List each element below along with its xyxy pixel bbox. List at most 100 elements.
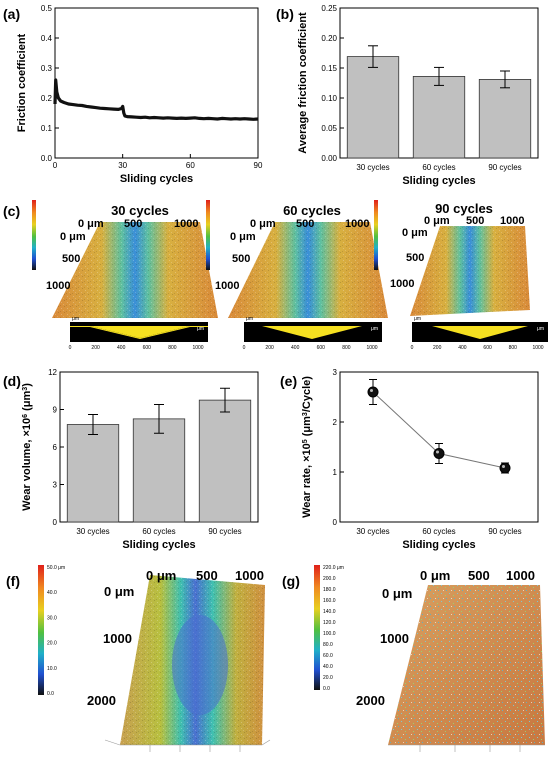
chart-a-series-line [53,78,259,121]
profile-xtick-label: 800 [342,345,351,351]
profile-unit: μm [537,326,544,332]
chart-e-point [499,462,511,474]
map-c1-title: 30 cycles [111,203,169,218]
profile-unit: μm [197,326,204,332]
profile-xtick-label: 1000 [532,345,543,351]
chart-d-ytick-label: 12 [48,368,57,377]
panel-d: (d) 0 3 6 9 12 30 cycles 60 cycles 90 cycles Sli… [3,368,259,551]
chart-d-ytick-label: 6 [53,443,58,452]
chart-a-xtick-label: 90 [254,161,263,170]
panel-f-label: (f) [6,573,20,589]
surface-c2-texture [228,222,388,318]
chart-e-ylabel-sup: 5 [302,439,309,443]
chart-d: 0 3 6 9 12 30 cycles 60 cycles 90 cycles Sliding… [21,368,259,551]
map-c3-top-1: 500 [466,215,484,227]
map-c2-top-1: 500 [296,218,314,230]
profile-xtick-label: 200 [91,345,100,351]
colorbar-g-label: 80.0 [323,642,333,648]
map-g-left-2: 2000 [356,693,385,708]
colorbar-g-labels: 220.0 μm 200.0 180.0 160.0 140.0 120.0 100.0 80… [323,565,344,692]
profile-xtick-label: 400 [117,345,126,351]
profile-xtick-label: 400 [458,345,467,351]
chart-a-ytick-label: 0.2 [41,94,53,103]
chart-d-ytick-label: 0 [53,518,58,527]
chart-e-point-highlight [436,450,439,454]
map-c-60: 60 cycles 0 μm 500 1000 0 μm 500 1000 0 2… [206,200,388,351]
chart-b-ylabel: Average friction coefficient [297,12,309,154]
chart-e-point [433,448,445,459]
map-c1-top-2: 1000 [174,218,198,230]
chart-d-xtick-label: 60 cycles [142,527,175,536]
profile-c2-ticks: 0 200 400 600 800 1000 μm μm [243,316,378,351]
profile-xtick-label: 0 [243,345,246,351]
map-c3-top-0: 0 μm [424,215,450,227]
profile-c2-curve [244,326,382,339]
map-c-90: 90 cycles 0 μm 500 1000 0 μm 500 1000 0 2… [374,200,548,351]
chart-b: 0.00 0.05 0.10 0.15 0.20 0.25 30 cycles 60 cycl… [297,4,539,187]
chart-a-xtick-label: 0 [53,161,58,170]
chart-b-ytick-label: 0.10 [321,94,337,103]
surface-g-texture [388,585,545,745]
profile-c3-ticks: 0 200 400 600 800 1000 μm μm [411,316,544,351]
colorbar-g-label: 220.0 μm [323,565,344,571]
colorbar-g-label: 180.0 [323,587,336,593]
map-g-left-0: 0 μm [382,586,412,601]
map-g-left-1: 1000 [380,631,409,646]
colorbar-g-label: 20.0 [323,675,333,681]
chart-d-ylabel-unit-sup: 3 [22,387,29,391]
panel-g: (g) 220.0 μm 200.0 180.0 160.0 140.0 120.0 100… [282,565,545,752]
surface-f-grid [104,739,121,746]
colorbar-g-label: 120.0 [323,620,336,626]
profile-xtick-label: 200 [433,345,442,351]
chart-e-point-highlight [502,465,505,468]
colorbar-f-label: 30.0 [47,615,57,621]
chart-a-frame [54,7,259,159]
surface-f-gridlines [104,739,271,752]
chart-e-point-highlight [370,389,373,392]
colorbar-g-label: 100.0 [323,631,336,637]
chart-b-xtick-label: 90 cycles [488,163,521,172]
chart-b-ytick-label: 0.15 [321,64,337,73]
chart-d-xtick-label: 90 cycles [208,527,241,536]
colorbar-f-label: 20.0 [47,641,57,647]
panel-b-label: (b) [276,6,294,22]
chart-e: 0 1 2 3 30 cycles 60 cycles 90 cycles Sliding c… [301,368,539,551]
surface-c1-texture [52,222,218,318]
profile-c3-curve [412,326,548,339]
panel-g-label: (g) [282,573,300,589]
map-c2-title: 60 cycles [283,203,341,218]
profile-xtick-label: 600 [483,345,492,351]
chart-a-ytick-label: 0.4 [41,34,53,43]
chart-e-ylabel: Wear rate, ×105 (μm3/Cycle) [301,376,313,518]
chart-e-ytick-label: 2 [333,418,338,427]
map-c1-top-0: 0 μm [78,218,104,230]
profile-c1-ticks: 0 200 400 600 800 1000 μm μm [69,316,204,351]
colorbar-c3 [374,200,378,270]
map-c3-left-1: 500 [406,252,424,264]
map-c3-top-2: 1000 [500,215,524,227]
colorbar-g-label: 140.0 [323,609,336,615]
chart-e-ylabel-unit: (μm [301,416,313,439]
chart-b-ylabel-main: Average friction coefficient [297,12,309,154]
chart-d-ytick-label: 3 [53,481,58,490]
colorbar-c1 [32,200,36,270]
chart-b-xtick-label: 30 cycles [356,163,389,172]
colorbar-g [314,565,320,690]
map-c2-top-0: 0 μm [250,218,276,230]
colorbar-f [38,565,44,695]
profile-unit-left: μm [72,316,79,322]
map-c1-left-1: 500 [62,253,80,265]
map-c2-left-0: 0 μm [230,231,256,243]
colorbar-g-label: 160.0 [323,598,336,604]
chart-a-xtick-label: 30 [118,161,127,170]
chart-e-ylabel-end: /Cycle) [301,376,313,412]
chart-b-bar [346,56,400,159]
map-g-top-2: 1000 [506,568,535,583]
colorbar-f-label: 50.0 μm [47,565,65,571]
profile-unit-left: μm [414,316,421,322]
chart-e-ytick-label: 3 [333,368,338,377]
map-f-left-2: 2000 [87,693,116,708]
map-g-top-1: 500 [468,568,490,583]
panel-e: (e) 0 1 2 3 30 cycles 60 cycles 90 cycles Slidi… [280,368,539,551]
colorbar-f-label: 0.0 [47,691,54,697]
